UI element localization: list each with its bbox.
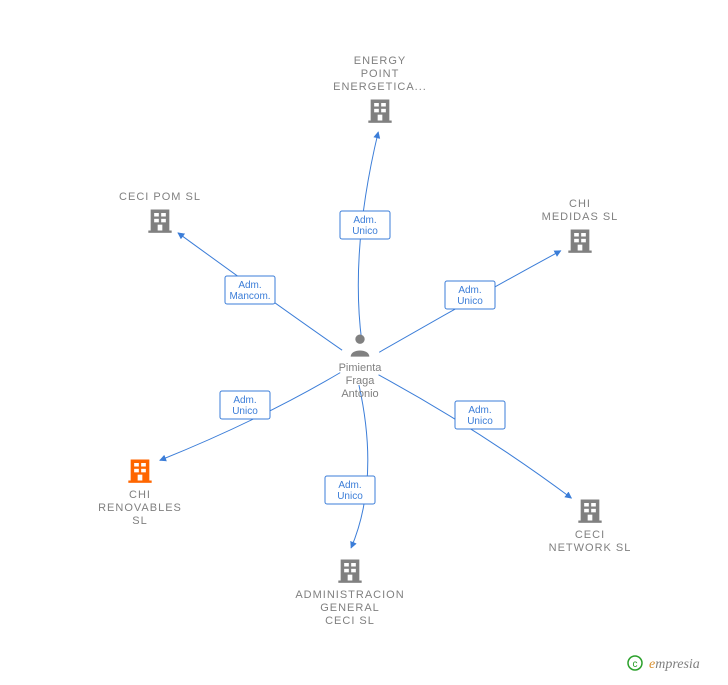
edge-label-medidas: Adm.Unico xyxy=(445,281,495,309)
building-icon xyxy=(368,100,391,123)
center-node: PimientaFragaAntonio xyxy=(339,335,383,401)
edge-label-text-renov: Adm.Unico xyxy=(232,395,258,417)
node-label-renov: CHIRENOVABLESSL xyxy=(98,489,182,527)
watermark: c empresia xyxy=(628,656,700,672)
building-icon xyxy=(568,230,591,253)
edges-layer: Adm.Unico Adm.Unico Adm.Unico Adm.Unico Adm.… xyxy=(160,132,572,548)
edge-admin xyxy=(351,385,368,548)
edge-label-admin: Adm.Unico xyxy=(325,476,375,504)
building-icon xyxy=(148,210,171,233)
building-icon xyxy=(338,560,361,583)
node-admin: ADMINISTRACIONGENERALCECI SL xyxy=(295,560,404,628)
node-label-pom: CECI POM SL xyxy=(119,191,201,203)
edge-label-text-network: Adm.Unico xyxy=(467,405,493,427)
edge-label-pom: Adm.Mancom. xyxy=(225,276,275,304)
edge-label-text-admin: Adm.Unico xyxy=(337,480,363,502)
node-label-medidas: CHIMEDIDAS SL xyxy=(542,198,619,223)
edge-label-renov: Adm.Unico xyxy=(220,391,270,419)
edge-label-network: Adm.Unico xyxy=(455,401,505,429)
center-label: PimientaFragaAntonio xyxy=(339,362,383,400)
node-network: CECINETWORK SL xyxy=(549,500,632,555)
building-icon xyxy=(578,500,601,523)
edge-label-text-energy: Adm.Unico xyxy=(352,215,378,237)
edge-label-energy: Adm.Unico xyxy=(340,211,390,239)
person-icon xyxy=(351,335,370,357)
watermark-text: empresia xyxy=(649,657,700,672)
building-icon xyxy=(128,460,151,483)
node-label-energy: ENERGYPOINTENERGETICA... xyxy=(333,55,427,93)
edge-label-text-medidas: Adm.Unico xyxy=(457,285,483,307)
node-label-network: CECINETWORK SL xyxy=(549,529,632,554)
node-energy: ENERGYPOINTENERGETICA... xyxy=(333,55,427,123)
node-medidas: CHIMEDIDAS SL xyxy=(542,198,619,253)
edge-network xyxy=(379,375,572,498)
node-label-admin: ADMINISTRACIONGENERALCECI SL xyxy=(295,589,404,627)
node-pom: CECI POM SL xyxy=(119,191,201,233)
copyright-symbol: c xyxy=(633,659,638,670)
node-renov: CHIRENOVABLESSL xyxy=(98,460,182,528)
